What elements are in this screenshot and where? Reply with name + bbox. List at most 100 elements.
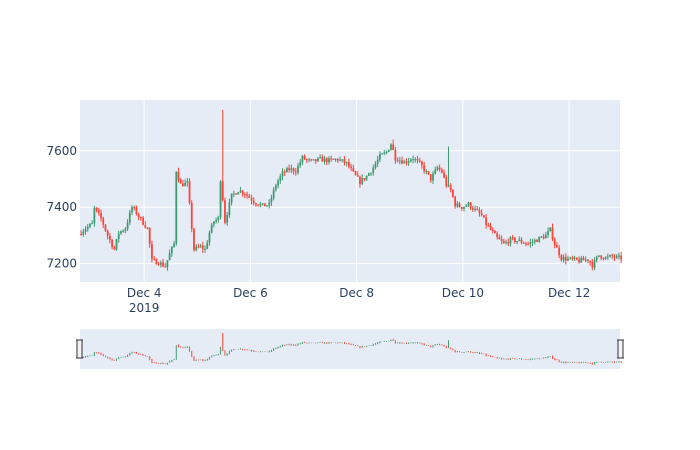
candle-body (538, 236, 541, 242)
candle-body (418, 160, 421, 162)
candle-body (91, 223, 94, 225)
candle-body (578, 259, 580, 263)
candle-body (232, 193, 235, 195)
candle-body (553, 239, 556, 246)
candle-body (323, 158, 326, 162)
y-axis: 7200 7400 7600 (46, 144, 77, 271)
candle-body (151, 244, 153, 259)
candle-body (600, 255, 603, 259)
x-tick-label: Dec 4 (127, 286, 162, 300)
candle-body (613, 256, 616, 258)
candle-body (536, 239, 538, 242)
candle-body (416, 159, 419, 161)
candle-body (243, 194, 246, 196)
candle-body (429, 174, 432, 181)
candle-body (204, 248, 206, 250)
candle-body (292, 168, 295, 172)
candle-body (560, 255, 563, 261)
candle-body (551, 227, 554, 240)
candle-body (226, 215, 229, 223)
candle-body (460, 207, 463, 209)
x-tick-label: Dec 10 (442, 286, 484, 300)
candle-body (440, 169, 443, 173)
candle-body (108, 235, 111, 240)
candle-body (308, 159, 310, 161)
candle-body (567, 258, 569, 261)
candle-body (317, 157, 319, 162)
candle-body (208, 232, 211, 243)
candle-body (390, 144, 392, 150)
range-slider-left-handle[interactable] (76, 339, 83, 359)
candle-body (602, 258, 605, 260)
candle-body (286, 168, 288, 173)
candle-body (170, 246, 173, 254)
candle-body (157, 264, 160, 266)
candle-body (573, 257, 576, 259)
candle-body (412, 159, 414, 161)
candle-body (277, 180, 279, 186)
candle-body (339, 159, 341, 161)
candle-body (491, 229, 494, 232)
candle-body (527, 243, 530, 245)
candle-body (82, 231, 85, 235)
candle-body (589, 260, 592, 263)
candle-body (270, 198, 273, 203)
candle-body (582, 257, 585, 261)
candle-body (117, 233, 120, 240)
candle-body (544, 234, 547, 239)
candle-body (175, 171, 178, 244)
candle-body (593, 259, 596, 268)
candle-body (113, 247, 116, 250)
candle-body (618, 255, 620, 257)
candle-body (122, 230, 125, 232)
candle-body (95, 207, 98, 211)
candle-body (423, 165, 426, 172)
candle-body (332, 158, 335, 160)
candle-body (414, 159, 417, 161)
candle-body (319, 156, 322, 158)
candle-body (221, 181, 224, 201)
candle-body (363, 178, 366, 180)
candle-body (120, 231, 122, 234)
candle-body (142, 217, 144, 225)
candle-body (494, 231, 496, 234)
candle-body (259, 204, 262, 206)
candle-body (580, 257, 583, 263)
candle-body (89, 223, 91, 227)
candle-body (575, 257, 578, 260)
range-slider-trace (80, 332, 622, 365)
x-tick-label: Dec 8 (339, 286, 374, 300)
candle-body (385, 151, 388, 153)
x-tick-sublabel: 2019 (129, 301, 160, 315)
candle-body (370, 172, 372, 174)
candle-body (283, 171, 286, 173)
candle-body (135, 207, 138, 215)
candle-body (188, 181, 191, 204)
candle-body (80, 234, 82, 236)
candle-body (434, 169, 437, 174)
range-slider-right-handle[interactable] (617, 339, 624, 359)
candle-body (86, 226, 89, 230)
candle-body (606, 256, 609, 258)
candle-body (507, 241, 510, 244)
candle-body (432, 173, 434, 181)
candle-body (272, 189, 275, 199)
candle-body (520, 239, 523, 243)
candle-body (471, 208, 474, 210)
candle-body (186, 181, 189, 183)
candle-body (591, 262, 594, 268)
candle-body (398, 160, 401, 162)
candle-body (261, 203, 264, 205)
candle-body (106, 230, 109, 236)
candle-body (177, 171, 180, 180)
candle-body (255, 203, 257, 205)
candle-body (584, 259, 587, 261)
candle-body (288, 168, 291, 170)
candle-body (401, 160, 403, 164)
candle-body (206, 242, 209, 249)
candle-body (137, 214, 140, 218)
candle-body (102, 218, 105, 225)
candle-body (336, 159, 339, 161)
candle-body (595, 256, 598, 260)
candle-body (569, 257, 572, 259)
